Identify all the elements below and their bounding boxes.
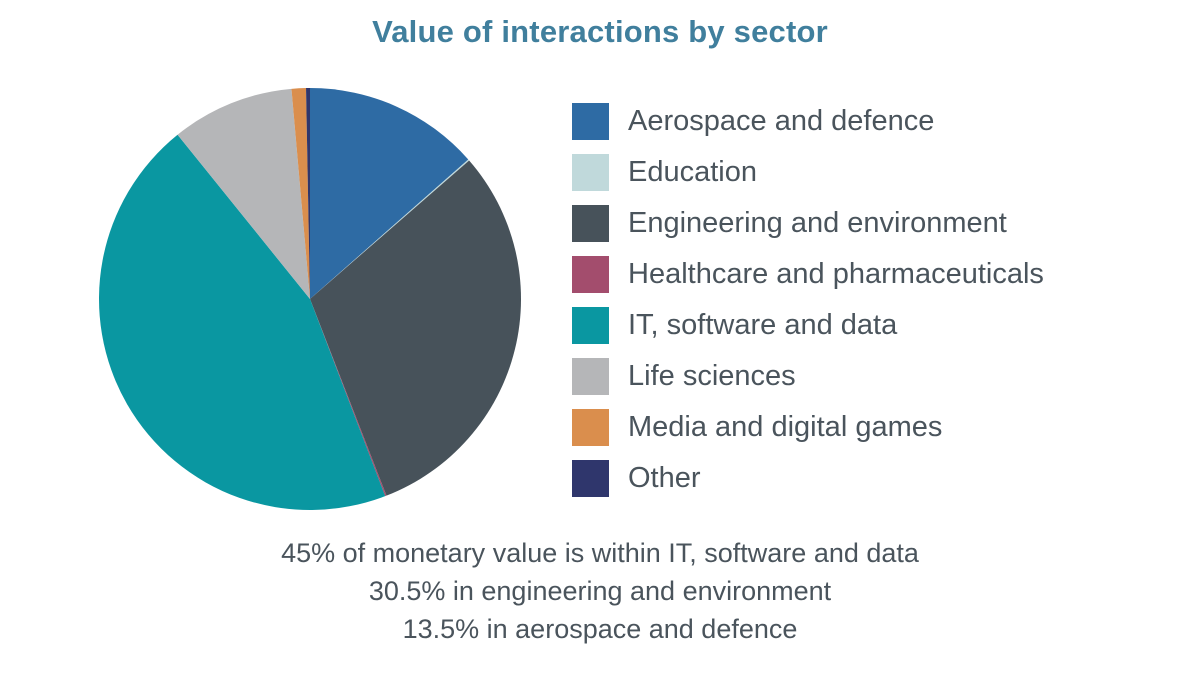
legend-swatch-icon (572, 205, 609, 242)
legend-label: IT, software and data (628, 309, 898, 341)
legend-item-4: IT, software and data (572, 307, 1044, 344)
legend-swatch-icon (572, 103, 609, 140)
legend-item-2: Engineering and environment (572, 205, 1044, 242)
pie-slice-7 (306, 88, 310, 299)
caption-line-1: 30.5% in engineering and environment (368, 576, 832, 606)
caption-line-2: 13.5% in aerospace and defence (402, 614, 798, 644)
legend-label: Other (628, 462, 701, 494)
legend-item-6: Media and digital games (572, 409, 1044, 446)
legend-item-7: Other (572, 460, 1044, 497)
pie-slice-2 (310, 160, 522, 496)
legend-swatch-icon (572, 409, 609, 446)
legend-swatch-icon (572, 460, 609, 497)
pie-slice-6 (291, 88, 310, 299)
pie-slice-4 (99, 134, 386, 510)
caption: 45% of monetary value is within IT, soft… (0, 534, 1200, 648)
legend-label: Healthcare and pharmaceuticals (628, 258, 1044, 290)
legend-swatch-icon (572, 307, 609, 344)
legend-swatch-icon (572, 358, 609, 395)
legend-item-1: Education (572, 154, 1044, 191)
legend-label: Life sciences (628, 360, 796, 392)
pie-slice-3 (310, 299, 387, 497)
legend-label: Media and digital games (628, 411, 943, 443)
caption-line-0: 45% of monetary value is within IT, soft… (281, 538, 919, 568)
legend-item-0: Aerospace and defence (572, 103, 1044, 140)
legend-label: Aerospace and defence (628, 105, 935, 137)
legend: Aerospace and defence Education Engineerin… (572, 103, 1044, 511)
legend-label: Education (628, 156, 757, 188)
legend-label: Engineering and environment (628, 207, 1007, 239)
chart-title: Value of interactions by sector (372, 14, 828, 49)
pie-slice-1 (310, 159, 470, 299)
legend-item-3: Healthcare and pharmaceuticals (572, 256, 1044, 293)
legend-item-5: Life sciences (572, 358, 1044, 395)
legend-swatch-icon (572, 256, 609, 293)
pie-slice-5 (177, 88, 310, 299)
pie-slice-0 (310, 88, 469, 299)
legend-swatch-icon (572, 154, 609, 191)
pie-chart (99, 88, 522, 510)
